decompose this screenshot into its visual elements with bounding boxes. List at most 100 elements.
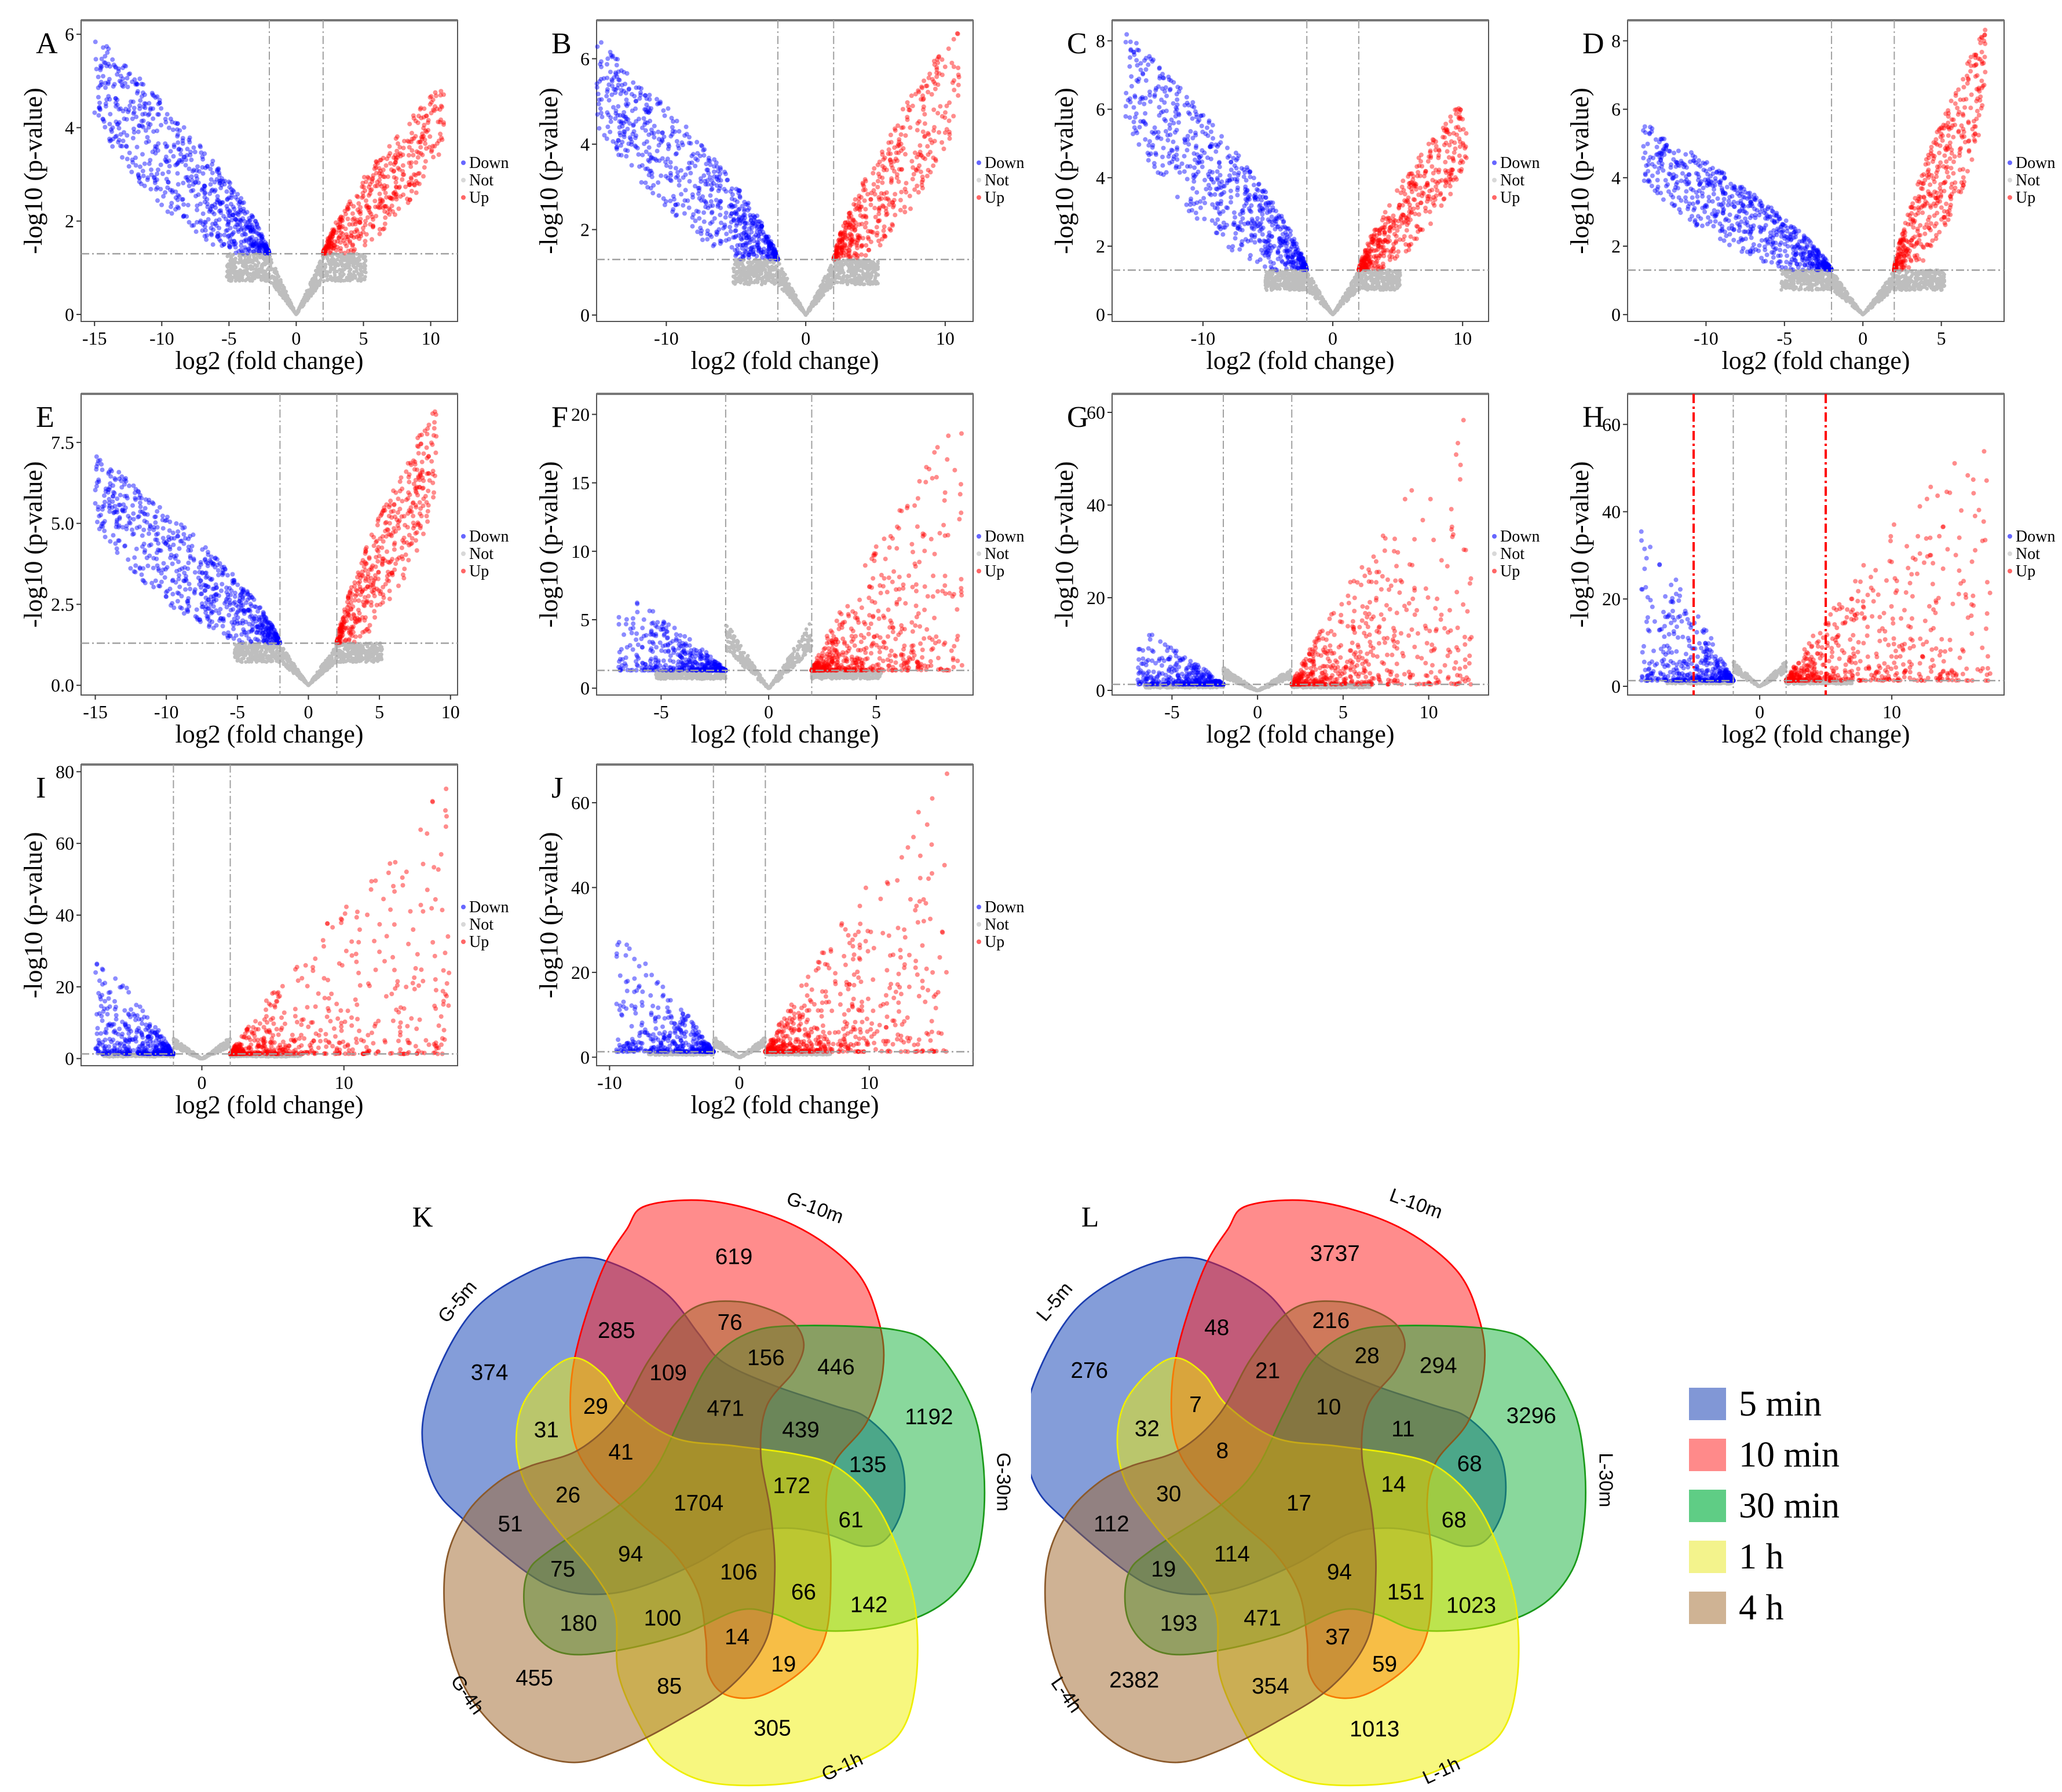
up-point: [861, 188, 866, 193]
up-point: [358, 220, 363, 225]
x-tick-label: 5: [359, 328, 368, 349]
down-point: [742, 229, 747, 235]
down-point: [110, 125, 115, 130]
down-point: [210, 159, 215, 163]
up-point: [429, 111, 434, 116]
up-point: [847, 251, 852, 255]
up-point: [408, 182, 413, 187]
down-point: [204, 197, 210, 202]
down-point: [136, 175, 141, 180]
not-point: [842, 274, 846, 278]
down-point: [734, 221, 740, 226]
up-point: [845, 233, 850, 238]
down-point: [265, 247, 270, 251]
down-point: [254, 243, 259, 247]
up-point: [846, 211, 851, 216]
down-point: [145, 175, 151, 180]
up-point: [853, 227, 858, 232]
up-point: [863, 253, 868, 258]
down-point: [767, 241, 773, 246]
up-point: [882, 165, 887, 170]
down-point: [176, 140, 181, 145]
down-point: [191, 145, 196, 150]
down-point: [633, 98, 638, 104]
down-point: [727, 225, 733, 229]
up-point: [859, 252, 864, 257]
down-point: [755, 233, 761, 239]
up-point: [857, 208, 862, 213]
down-point: [233, 244, 238, 250]
up-point: [427, 145, 432, 150]
down-point: [773, 252, 778, 257]
not-point: [306, 290, 310, 294]
up-point: [839, 247, 844, 252]
down-point: [740, 214, 745, 220]
up-point: [373, 204, 378, 210]
down-point: [257, 249, 262, 254]
down-point: [173, 163, 178, 168]
down-point: [170, 119, 175, 125]
down-point: [617, 78, 622, 83]
not-point: [864, 259, 869, 264]
down-point: [241, 209, 246, 214]
up-point: [326, 245, 331, 250]
up-point: [321, 251, 327, 256]
down-point: [644, 107, 648, 112]
up-point: [928, 137, 933, 142]
not-point: [762, 264, 766, 269]
up-point: [881, 228, 886, 233]
not-point: [297, 307, 301, 311]
down-point: [598, 106, 603, 111]
down-point: [229, 186, 234, 192]
down-point: [656, 137, 661, 142]
down-point: [106, 94, 111, 99]
legend-dot-up: [461, 195, 466, 200]
up-point: [374, 184, 379, 188]
down-point: [768, 243, 773, 248]
up-point: [856, 204, 861, 209]
down-point: [264, 243, 269, 248]
down-point: [705, 178, 710, 183]
down-point: [740, 243, 745, 248]
down-point: [742, 208, 747, 213]
down-point: [767, 244, 772, 250]
down-point: [265, 244, 270, 249]
up-point: [337, 228, 342, 233]
down-point: [747, 252, 752, 257]
down-point: [217, 237, 222, 242]
down-point: [147, 101, 152, 106]
down-point: [251, 248, 257, 254]
up-point: [843, 235, 848, 240]
up-point: [915, 166, 920, 171]
down-point: [660, 130, 665, 135]
down-point: [227, 244, 232, 250]
down-point: [766, 237, 771, 242]
up-point: [406, 153, 411, 158]
down-point: [246, 246, 251, 251]
down-point: [735, 217, 740, 222]
down-point: [238, 210, 243, 215]
up-point: [863, 207, 868, 212]
down-point: [116, 120, 122, 125]
up-point: [326, 243, 331, 248]
not-point: [800, 308, 805, 312]
down-point: [118, 106, 123, 111]
down-point: [218, 208, 223, 213]
down-point: [255, 231, 260, 236]
down-point: [677, 146, 682, 151]
up-point: [364, 232, 369, 237]
not-point: [334, 264, 338, 268]
up-point: [923, 83, 928, 89]
up-point: [931, 163, 936, 169]
down-point: [752, 221, 757, 226]
up-point: [908, 125, 913, 130]
down-point: [227, 209, 232, 214]
up-point: [866, 236, 871, 242]
up-point: [927, 71, 933, 76]
down-point: [673, 213, 678, 218]
down-point: [728, 214, 733, 218]
down-point: [108, 127, 114, 132]
down-point: [254, 221, 259, 226]
down-point: [264, 247, 269, 252]
down-point: [634, 98, 639, 104]
